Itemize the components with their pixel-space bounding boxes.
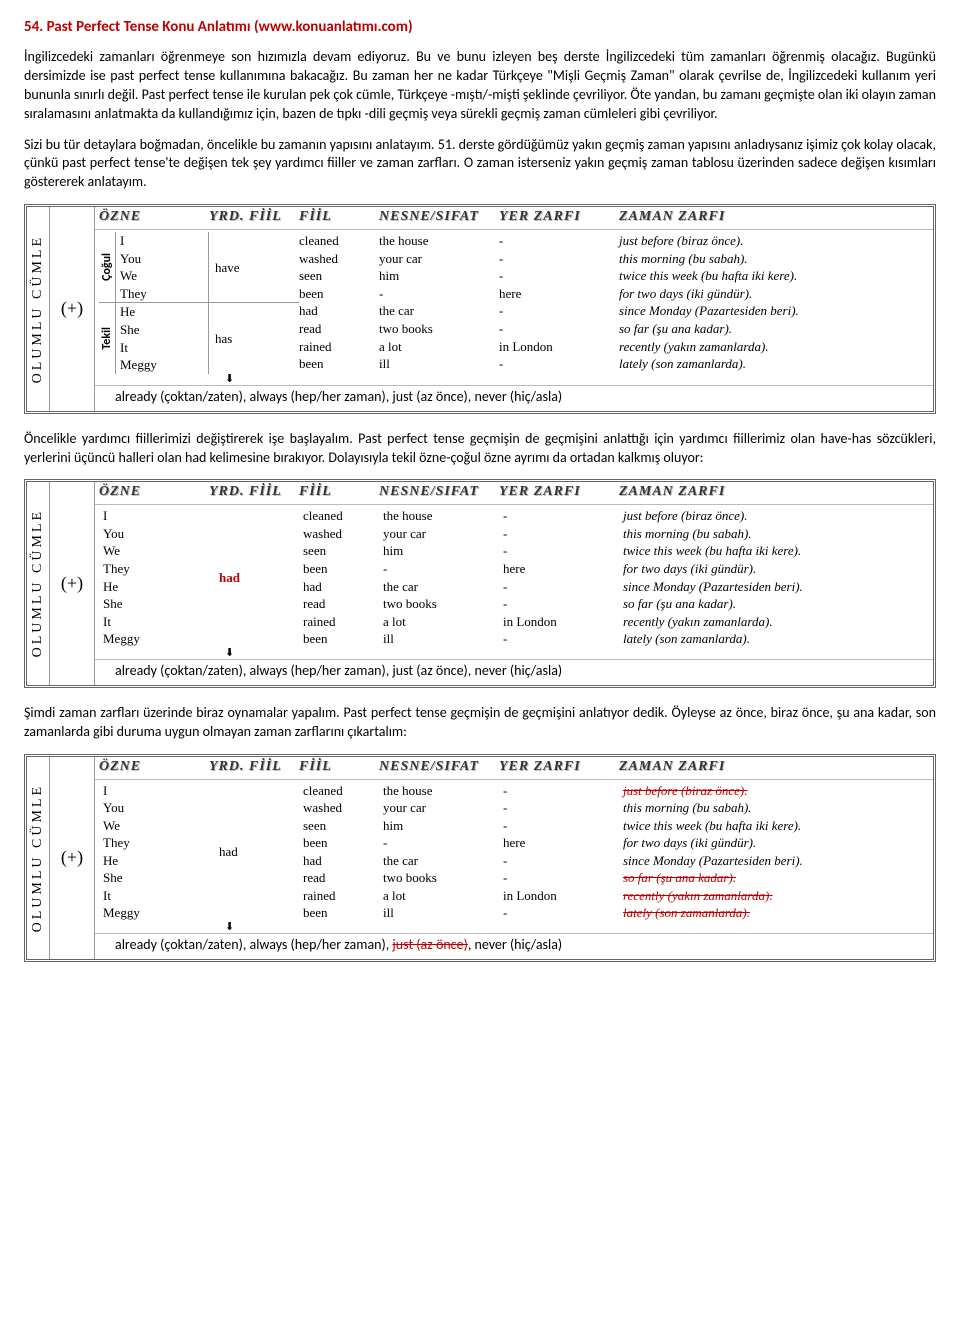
subject-column: I You We They He She It Meggy	[99, 507, 213, 647]
zaman-item: for two days (iki gündür).	[623, 834, 929, 852]
intro-para-1: İngilizcedeki zamanları öğrenmeye son hı…	[24, 48, 936, 124]
plus-symbol: (+)	[50, 207, 95, 410]
label-tekil: Tekil	[99, 303, 116, 373]
zaman-item: this morning (bu sabah).	[623, 799, 929, 817]
fiil-column: cleanedwashedseenbeenhadreadrainedbeen	[303, 507, 383, 647]
arrow-icon: ⬇	[95, 646, 933, 659]
intro-para-2: Sizi bu tür detaylara boğmadan, öncelikl…	[24, 136, 936, 193]
zaman-column: just before (biraz önce).this morning (b…	[619, 232, 929, 373]
fiil-column: cleanedwashedseenbeenhadreadrainedbeen	[299, 232, 379, 373]
header-ozne: ÖZNE	[99, 209, 209, 225]
yer-column: ---here--in London-	[503, 782, 623, 922]
zaman-item: since Monday (Pazartesiden beri).	[623, 852, 929, 870]
plus-symbol: (+)	[50, 757, 95, 959]
aux-have: have	[209, 232, 299, 303]
subj-i: I	[120, 232, 208, 250]
page-title: 54. Past Perfect Tense Konu Anlatımı (ww…	[24, 18, 936, 36]
yer-column: ---here--in London-	[503, 507, 623, 647]
subj-it: It	[120, 339, 208, 357]
table-header: ÖZNE YRD. FİİL FİİL NESNE/SIFAT YER ZARF…	[95, 207, 933, 230]
header-yer: YER ZARFI	[499, 209, 619, 225]
aux-has: has	[209, 303, 299, 373]
header-nesne: NESNE/SIFAT	[379, 209, 499, 225]
table-header: ÖZNE YRD. FİİL FİİL NESNE/SIFAT YER ZARF…	[95, 757, 933, 780]
aux-column: have has	[209, 232, 299, 373]
aux-had: had	[213, 782, 303, 922]
subj-he: He	[120, 303, 208, 321]
yer-column: ---here--in London-	[499, 232, 619, 373]
footer-adverbs: already (çoktan/zaten), always (hep/her …	[95, 385, 933, 411]
table-header: ÖZNE YRD. FİİL FİİL NESNE/SIFAT YER ZARF…	[95, 482, 933, 505]
aux-column: had	[213, 507, 303, 647]
mid-para-2: Şimdi zaman zarfları üzerinde biraz oyna…	[24, 704, 936, 742]
header-fiil: FİİL	[299, 209, 379, 225]
fiil-column: cleanedwashedseenbeenhadreadrainedbeen	[303, 782, 383, 922]
zaman-column: just before (biraz önce).this morning (b…	[623, 507, 929, 647]
subj-we: We	[120, 267, 208, 285]
zaman-item: just before (biraz önce).	[623, 782, 929, 800]
mid-para-1: Öncelikle yardımcı fiillerimizi değiştir…	[24, 430, 936, 468]
side-label: OLUMLU CÜMLE	[27, 757, 50, 959]
arrow-icon: ⬇	[95, 372, 933, 385]
zaman-item: so far (şu ana kadar).	[623, 869, 929, 887]
side-label: OLUMLU CÜMLE	[27, 482, 50, 684]
side-label: OLUMLU CÜMLE	[27, 207, 50, 410]
subj-they: They	[120, 285, 208, 303]
header-yrdfiil: YRD. FİİL	[209, 209, 299, 225]
plus-symbol: (+)	[50, 482, 95, 684]
zaman-item: twice this week (bu hafta iki kere).	[623, 817, 929, 835]
grammar-table-3: OLUMLU CÜMLE (+) ÖZNE YRD. FİİL FİİL NES…	[24, 754, 936, 962]
header-zaman: ZAMAN ZARFI	[619, 209, 929, 225]
zaman-column-strike: just before (biraz önce).this morning (b…	[623, 782, 929, 922]
subject-column: Çoğul I You We They Tekil He She	[99, 232, 209, 373]
subject-column: I You We They He She It Meggy	[99, 782, 213, 922]
footer-adverbs-strike: already (çoktan/zaten), always (hep/her …	[95, 933, 933, 959]
nesne-column: the houseyour carhim-the cartwo booksa l…	[379, 232, 499, 373]
nesne-column: the houseyour carhim-the cartwo booksa l…	[383, 782, 503, 922]
nesne-column: the houseyour carhim-the cartwo booksa l…	[383, 507, 503, 647]
aux-column: had	[213, 782, 303, 922]
grammar-table-1: OLUMLU CÜMLE (+) ÖZNE YRD. FİİL FİİL NES…	[24, 204, 936, 413]
subj-you: You	[120, 250, 208, 268]
grammar-table-2: OLUMLU CÜMLE (+) ÖZNE YRD. FİİL FİİL NES…	[24, 479, 936, 687]
footer-adverbs: already (çoktan/zaten), always (hep/her …	[95, 659, 933, 685]
aux-had: had	[213, 507, 303, 647]
arrow-icon: ⬇	[95, 920, 933, 933]
zaman-item: recently (yakın zamanlarda).	[623, 887, 929, 905]
subj-she: She	[120, 321, 208, 339]
label-cogul: Çoğul	[99, 232, 116, 303]
